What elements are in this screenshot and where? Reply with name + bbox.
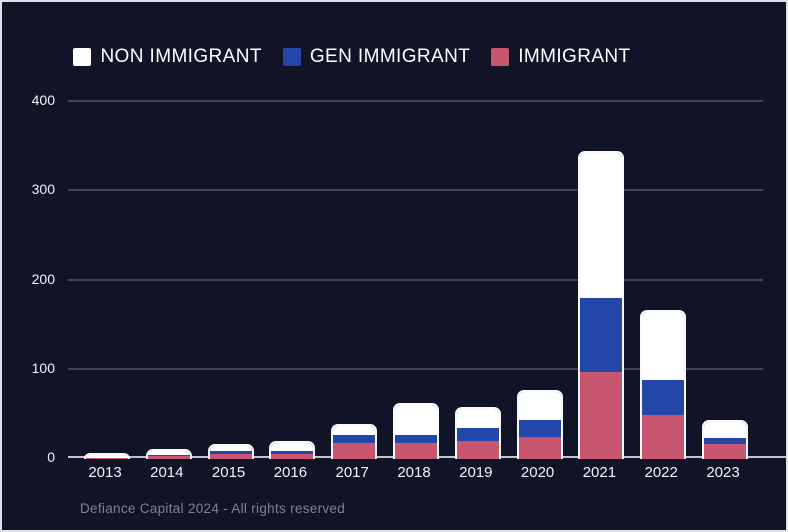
x-tick-label-2016: 2016 (273, 464, 308, 481)
bar-segment-gen-immigrant-2019 (456, 427, 499, 442)
bar-segment-immigrant-2017 (333, 442, 376, 459)
bar-segment-non-immigrant-2014 (147, 450, 190, 456)
bar-2023 (702, 419, 748, 459)
bar-segment-immigrant-2016 (271, 453, 314, 459)
legend-swatch-icon (73, 48, 92, 66)
bar-segment-immigrant-2015 (209, 453, 252, 459)
x-tick-label-2023: 2023 (706, 464, 740, 481)
x-tick-label-2017: 2017 (335, 464, 369, 481)
y-tick-label-300: 300 (31, 181, 55, 198)
legend-swatch-icon (491, 48, 510, 66)
x-tick-label-2013: 2013 (88, 464, 122, 481)
bar-segment-gen-immigrant-2015 (209, 450, 252, 454)
bar-2018 (393, 402, 439, 459)
gridline-400 (68, 100, 763, 102)
bar-segment-immigrant-2013 (86, 458, 128, 459)
bar-segment-gen-immigrant-2017 (333, 434, 376, 443)
bar-segment-immigrant-2023 (704, 443, 746, 459)
bar-segment-gen-immigrant-2023 (704, 438, 746, 444)
bar-segment-gen-immigrant-2014 (147, 455, 190, 457)
bar-segment-gen-immigrant-2018 (395, 434, 437, 443)
legend-item-gen-immigrant: GEN IMMIGRANT (282, 46, 471, 68)
legend: NON IMMIGRANT GEN IMMIGRANT IMMIGRANT (2, 46, 786, 68)
bar-segment-immigrant-2020 (518, 436, 561, 459)
legend-label: GEN IMMIGRANT (309, 46, 471, 67)
bar-segment-non-immigrant-2021 (580, 152, 623, 299)
y-tick-label-0: 0 (47, 449, 55, 465)
bar-segment-immigrant-2018 (395, 442, 437, 459)
legend-item-non-immigrant: NON IMMIGRANT (73, 46, 261, 68)
legend-label: NON IMMIGRANT (100, 46, 262, 67)
x-tick-label-2022: 2022 (644, 464, 678, 481)
bar-segment-non-immigrant-2019 (456, 409, 499, 428)
bar-segment-immigrant-2021 (580, 372, 623, 459)
legend-label: IMMIGRANT (518, 46, 631, 67)
bar-segment-non-immigrant-2016 (271, 442, 314, 451)
y-tick-label-200: 200 (31, 270, 55, 287)
gridline-200 (68, 278, 763, 281)
bar-segment-non-immigrant-2015 (209, 445, 252, 451)
bar-segment-immigrant-2022 (642, 415, 685, 459)
gridline-300 (68, 189, 763, 192)
bar-2016 (269, 440, 316, 459)
bar-2017 (331, 423, 378, 459)
x-tick-label-2018: 2018 (397, 464, 431, 481)
bar-segment-gen-immigrant-2020 (518, 419, 561, 437)
bar-2015 (207, 443, 254, 459)
x-tick-label-2014: 2014 (150, 464, 184, 481)
bar-2020 (516, 390, 563, 459)
x-tick-label-2015: 2015 (211, 464, 246, 481)
x-tick-label-2021: 2021 (582, 464, 617, 481)
bar-segment-immigrant-2014 (147, 456, 190, 459)
bar-segment-non-immigrant-2017 (333, 425, 376, 435)
bar-2022 (640, 309, 687, 459)
bar-segment-non-immigrant-2023 (704, 421, 746, 439)
bar-2019 (454, 407, 501, 459)
gridline-100 (68, 367, 763, 370)
y-tick-label-100: 100 (31, 359, 55, 376)
bar-segment-immigrant-2019 (456, 441, 499, 459)
bar-segment-non-immigrant-2020 (518, 392, 561, 420)
x-tick-label-2020: 2020 (520, 464, 555, 481)
bar-segment-non-immigrant-2018 (395, 404, 437, 435)
bar-segment-gen-immigrant-2021 (580, 298, 623, 373)
bar-segment-gen-immigrant-2016 (271, 450, 314, 454)
legend-swatch-icon (282, 48, 301, 66)
legend-item-immigrant: IMMIGRANT (491, 46, 630, 68)
bar-2013 (84, 452, 130, 459)
bar-segment-non-immigrant-2022 (642, 311, 685, 380)
x-tick-label-2019: 2019 (459, 464, 493, 481)
bar-segment-gen-immigrant-2022 (642, 379, 685, 416)
bar-2021 (578, 150, 625, 459)
bar-2014 (145, 448, 192, 459)
y-tick-label-400: 400 (31, 92, 55, 108)
copyright-note: Defiance Capital 2024 - All rights reser… (80, 501, 346, 516)
bar-segment-non-immigrant-2013 (86, 454, 128, 459)
